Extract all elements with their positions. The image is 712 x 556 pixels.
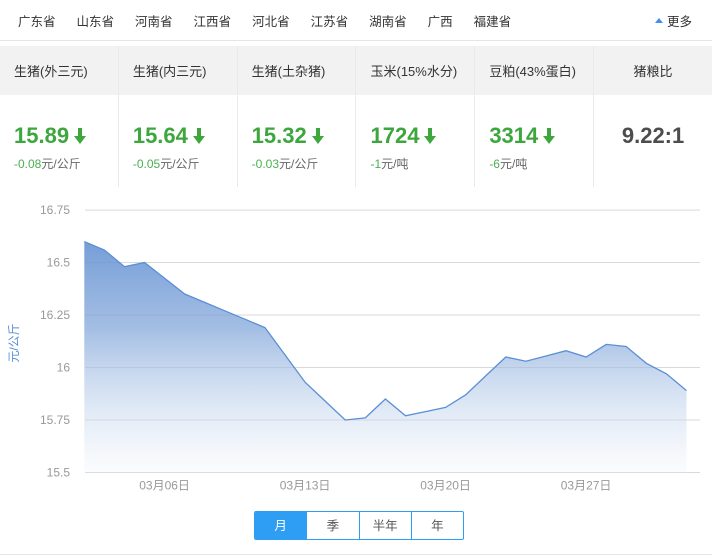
svg-text:03月20日: 03月20日 — [420, 478, 471, 492]
svg-text:15.5: 15.5 — [47, 465, 71, 479]
svg-text:03月13日: 03月13日 — [280, 478, 331, 492]
svg-text:16: 16 — [57, 360, 71, 374]
svg-text:15.75: 15.75 — [40, 413, 70, 427]
svg-text:16.75: 16.75 — [40, 203, 70, 217]
svg-text:16.5: 16.5 — [47, 256, 71, 270]
svg-text:03月27日: 03月27日 — [561, 478, 612, 492]
svg-text:元/公斤: 元/公斤 — [7, 323, 21, 362]
svg-text:16.25: 16.25 — [40, 308, 70, 322]
svg-text:03月06日: 03月06日 — [139, 478, 190, 492]
